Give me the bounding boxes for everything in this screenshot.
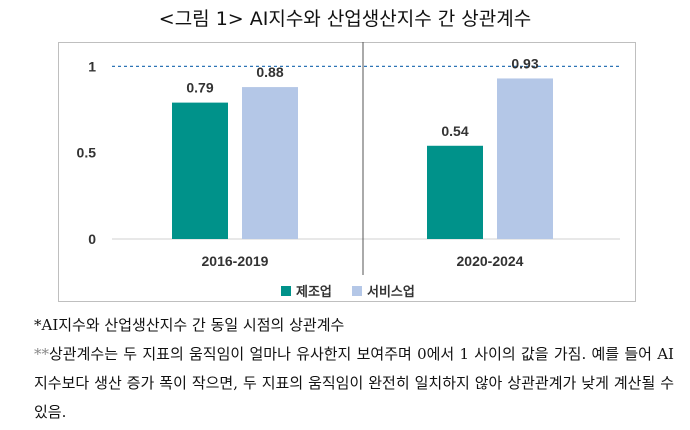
bar-1-1: [497, 78, 553, 240]
y-tick-label-0: 0: [88, 231, 96, 247]
bar-value-label-0-1: 0.88: [256, 64, 283, 80]
legend-swatch-1: [352, 286, 362, 296]
y-tick-label-1: 0.5: [77, 145, 97, 161]
chart-title: <그림 1> AI지수와 산업생산지수 간 상관계수: [158, 8, 532, 30]
footnote-2-marker: **: [34, 345, 49, 363]
bar-value-label-1-0: 0.54: [441, 123, 468, 139]
bar-value-label-1-1: 0.93: [511, 55, 538, 71]
footnote-2-text: 상관계수는 두 지표의 움직임이 얼마나 유사한지 보여주며 0에서 1 사이의…: [34, 345, 674, 421]
legend-swatch-0: [281, 286, 291, 296]
bar-value-label-0-0: 0.79: [186, 80, 213, 96]
bar-0-1: [242, 87, 298, 239]
y-tick-label-2: 1: [88, 58, 96, 74]
bar-chart: 0 0.5 1 0.79 0.54 0.88 0.93 2016-2019 2020-2024 제…: [77, 42, 620, 300]
bar-1-0: [427, 145, 483, 239]
footnote-1: *AI지수와 산업생산지수 간 동일 시점의 상관계수: [34, 316, 345, 334]
legend-label-0: 제조업: [296, 285, 332, 300]
x-tick-label-1: 2020-2024: [457, 253, 524, 269]
x-tick-label-0: 2016-2019: [202, 253, 269, 269]
chart-frame: [58, 42, 636, 302]
footnote-2: **상관계수는 두 지표의 움직임이 얼마나 유사한지 보여주며 0에서 1 사…: [34, 340, 674, 427]
legend-label-1: 서비스업: [367, 285, 415, 300]
bar-0-0: [172, 102, 228, 239]
footnotes: *AI지수와 산업생산지수 간 동일 시점의 상관계수 **상관계수는 두 지표…: [34, 311, 674, 427]
